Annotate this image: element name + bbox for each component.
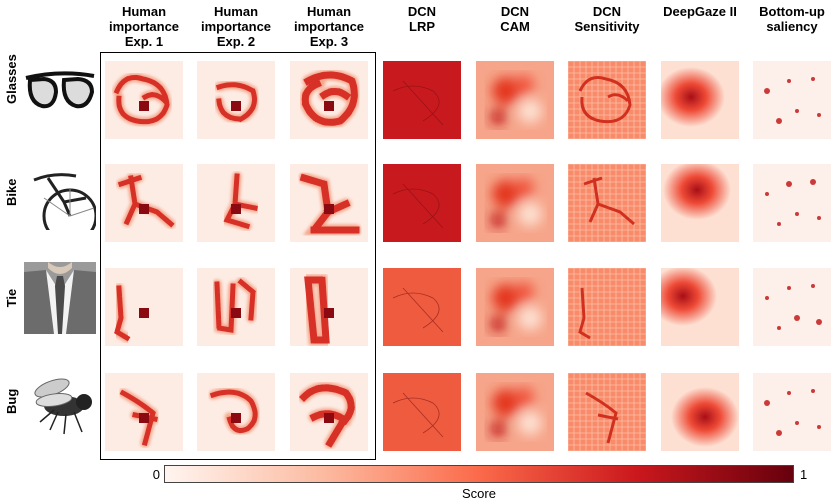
heatmap-cell: [383, 61, 461, 139]
heatmap-cell: [383, 268, 461, 346]
heatmap-cell: [383, 373, 461, 451]
column-header: DCN Sensitivity: [559, 4, 655, 34]
heatmap-cell: [568, 373, 646, 451]
heatmap-cell: [197, 61, 275, 139]
column-header: DCN CAM: [467, 4, 563, 34]
heatmap-cell: [290, 373, 368, 451]
heatmap-cell: [197, 164, 275, 242]
heatmap-cell: [661, 164, 739, 242]
column-header-line: DCN: [592, 4, 622, 19]
column-header-line: Bottom-up: [759, 4, 825, 19]
column-header-line: importance: [293, 19, 365, 34]
column-header-line: CAM: [500, 19, 530, 34]
colorbar-min-label: 0: [152, 467, 160, 482]
heatmap-cell: [661, 268, 739, 346]
column-header-line: saliency: [766, 19, 818, 34]
heatmap-cell: [290, 61, 368, 139]
glasses-image: [24, 56, 96, 128]
column-header: Bottom-up saliency: [744, 4, 831, 34]
heatmap-cell: [753, 373, 831, 451]
column-header-line: importance: [200, 19, 272, 34]
suit-tie-image: [24, 262, 96, 334]
heatmap-cell: [476, 61, 554, 139]
heatmap-cell: [753, 164, 831, 242]
heatmap-cell: [753, 268, 831, 346]
colorbar-max-label: 1: [800, 467, 808, 482]
heatmap-cell: [105, 373, 183, 451]
column-header: Human importance Exp. 1: [96, 4, 192, 49]
colorbar-title: Score: [462, 486, 496, 501]
heatmap-cell: [197, 268, 275, 346]
column-header: Human importance Exp. 3: [281, 4, 377, 49]
heatmap-cell: [568, 268, 646, 346]
column-header-line: Exp. 2: [216, 34, 256, 49]
bicycle-image: [24, 158, 96, 230]
column-header-line: Exp. 3: [309, 34, 349, 49]
column-header-line: DCN: [500, 4, 530, 19]
row-label: Bug: [4, 388, 19, 414]
column-header-line: Human: [121, 4, 167, 19]
heatmap-cell: [105, 61, 183, 139]
column-header-line: Exp. 1: [124, 34, 164, 49]
heatmap-cell: [568, 61, 646, 139]
heatmap-cell: [197, 373, 275, 451]
column-header: DeepGaze II: [652, 4, 748, 19]
heatmap-cell: [568, 164, 646, 242]
heatmap-cell: [661, 373, 739, 451]
column-header: Human importance Exp. 2: [188, 4, 284, 49]
row-label: Bike: [4, 178, 19, 206]
heatmap-cell: [476, 373, 554, 451]
column-header: DCN LRP: [374, 4, 470, 34]
colorbar: [164, 465, 794, 483]
heatmap-cell: [661, 61, 739, 139]
column-header-line: Sensitivity: [574, 19, 640, 34]
column-header-line: Human: [306, 4, 352, 19]
heatmap-cell: [476, 268, 554, 346]
heatmap-cell: [105, 164, 183, 242]
column-header-line: Human: [213, 4, 259, 19]
column-header-line: LRP: [409, 19, 435, 34]
heatmap-cell: [290, 268, 368, 346]
heatmap-cell: [383, 164, 461, 242]
heatmap-cell: [753, 61, 831, 139]
fly-image: [24, 366, 96, 438]
row-label: Tie: [4, 288, 19, 308]
row-label: Glasses: [4, 54, 19, 104]
column-header-line: DeepGaze II: [663, 4, 737, 19]
heatmap-cell: [105, 268, 183, 346]
column-header-line: DCN: [407, 4, 437, 19]
heatmap-cell: [476, 164, 554, 242]
column-header-line: importance: [108, 19, 180, 34]
heatmap-cell: [290, 164, 368, 242]
